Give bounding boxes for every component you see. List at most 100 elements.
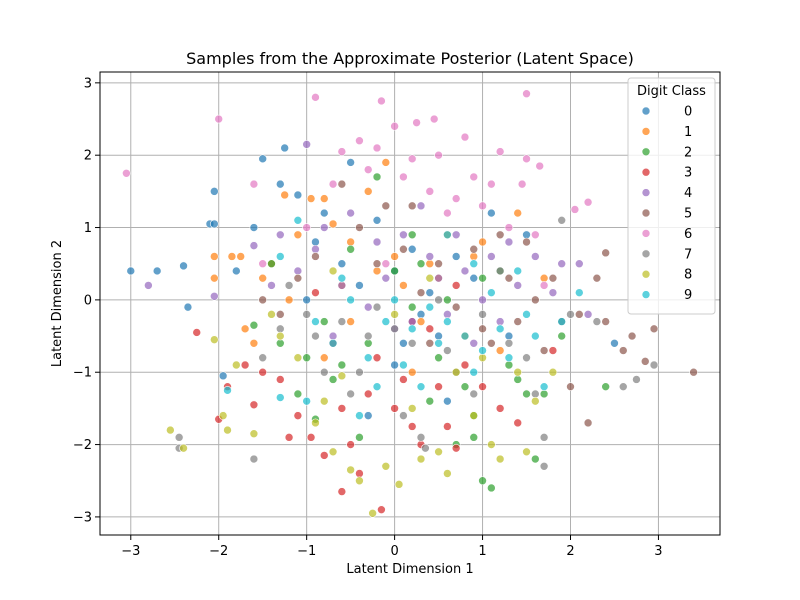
data-point-class-0 [311, 237, 320, 247]
data-point-class-0 [504, 331, 514, 341]
data-point-class-2 [416, 259, 426, 269]
data-point-class-6 [328, 179, 338, 189]
data-point-class-8 [368, 508, 377, 518]
data-point-class-9 [539, 382, 549, 391]
legend-marker [641, 188, 651, 197]
legend-items: 0 1 2 3 4 5 6 7 8 9 [641, 105, 692, 303]
legend-marker [641, 290, 651, 299]
data-point-class-8 [249, 429, 259, 439]
data-point-class-6 [583, 197, 593, 207]
data-point-class-4 [443, 310, 452, 319]
data-point-class-0 [293, 190, 303, 200]
data-point-class-2 [460, 382, 470, 391]
data-point-class-3 [407, 422, 417, 431]
data-point-class-2 [372, 172, 382, 182]
data-point-class-1 [227, 252, 237, 261]
data-point-class-8 [381, 461, 391, 471]
data-point-class-6 [381, 259, 391, 269]
data-point-class-6 [377, 96, 386, 106]
x-axis-label: Latent Dimension 1 [346, 562, 473, 577]
data-point-class-3 [451, 281, 461, 290]
data-point-class-9 [513, 266, 523, 276]
data-point-class-1 [425, 259, 435, 269]
data-point-class-4 [249, 241, 259, 250]
data-point-class-4 [434, 273, 443, 283]
data-point-class-3 [548, 346, 558, 355]
data-point-class-6 [258, 259, 267, 269]
data-point-class-3 [311, 288, 320, 297]
data-point-class-2 [407, 302, 417, 312]
data-point-class-0 [275, 179, 285, 189]
data-point-class-4 [319, 223, 329, 232]
data-point-class-1 [495, 346, 505, 355]
data-point-class-4 [337, 281, 347, 290]
chart-title: Samples from the Approximate Posterior (… [186, 49, 634, 68]
data-point-class-8 [319, 396, 329, 406]
data-point-class-4 [487, 252, 496, 261]
data-point-class-1 [328, 219, 338, 229]
data-point-class-4 [144, 281, 153, 290]
data-point-class-7 [311, 331, 320, 341]
data-point-class-3 [306, 433, 316, 442]
y-axis-label: Latent Dimension 2 [50, 240, 65, 367]
data-point-class-7 [302, 310, 311, 319]
data-point-class-2 [302, 353, 311, 363]
data-point-class-2 [425, 396, 435, 406]
data-point-class-1 [346, 317, 355, 326]
data-point-class-0 [280, 143, 289, 153]
data-point-class-7 [390, 324, 399, 334]
data-point-class-5 [399, 244, 408, 254]
data-point-class-5 [425, 338, 435, 348]
data-point-class-9 [293, 216, 303, 225]
data-point-class-6 [495, 147, 505, 156]
data-point-class-3 [192, 328, 202, 337]
data-point-class-1 [293, 230, 303, 240]
data-point-class-4 [267, 281, 276, 290]
data-point-class-1 [306, 194, 316, 203]
data-point-class-6 [451, 194, 461, 203]
legend-label: 5 [684, 207, 692, 222]
data-point-class-5 [548, 273, 558, 283]
data-point-class-9 [487, 288, 496, 297]
data-point-class-2 [407, 230, 417, 240]
data-point-class-4 [478, 295, 487, 305]
data-point-class-8 [311, 418, 320, 428]
y-tick-label: −1 [73, 366, 92, 381]
data-point-class-4 [346, 208, 355, 218]
data-point-class-3 [293, 411, 303, 420]
data-point-class-8 [495, 454, 505, 464]
data-point-class-9 [363, 353, 373, 363]
data-point-class-7 [434, 295, 443, 305]
data-point-class-2 [504, 360, 514, 370]
data-point-class-7 [469, 389, 479, 399]
legend-title: Digit Class [637, 84, 706, 99]
data-point-class-7 [566, 310, 575, 319]
data-point-class-5 [522, 237, 531, 247]
data-point-class-5 [372, 259, 382, 269]
data-point-class-1 [478, 237, 487, 247]
data-point-class-6 [399, 172, 408, 182]
scatter-points [122, 89, 698, 518]
data-point-class-5 [574, 310, 584, 319]
data-point-class-9 [275, 393, 285, 402]
data-point-class-9 [478, 346, 487, 355]
data-point-class-6 [469, 172, 479, 182]
data-point-class-7 [592, 317, 602, 326]
data-point-class-6 [390, 121, 399, 131]
data-point-class-9 [416, 382, 426, 391]
legend-marker [641, 147, 651, 157]
data-point-class-2 [434, 353, 443, 363]
data-point-class-4 [574, 259, 584, 269]
data-point-class-3 [355, 469, 364, 478]
data-point-class-0 [346, 158, 355, 167]
legend-label: 9 [684, 288, 692, 303]
data-point-class-1 [240, 324, 250, 334]
data-point-class-4 [407, 317, 417, 326]
data-point-class-2 [267, 259, 276, 269]
data-point-class-5 [478, 324, 487, 334]
data-point-class-0 [355, 281, 364, 290]
data-point-class-8 [425, 273, 435, 283]
data-point-class-5 [275, 310, 285, 319]
data-point-class-5 [495, 230, 505, 240]
